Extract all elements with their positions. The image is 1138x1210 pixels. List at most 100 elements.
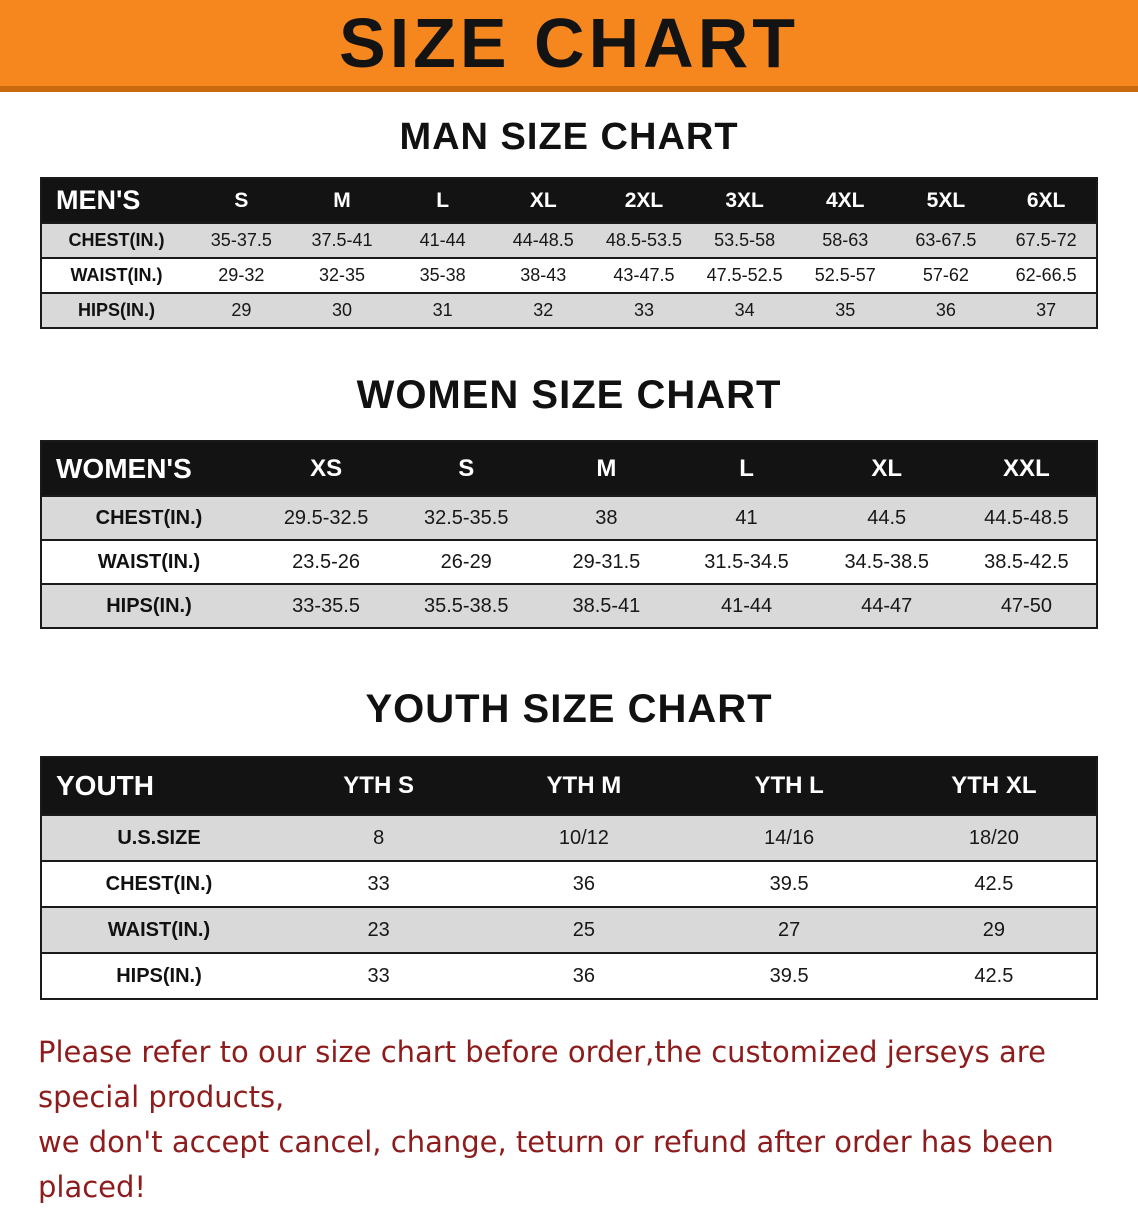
men-row-chest: CHEST(IN.) 35-37.5 37.5-41 41-44 44-48.5… [41,223,1097,258]
men-col-header-2xl: 2XL [593,178,695,223]
cell: 41-44 [419,230,466,250]
cell: 37 [1036,300,1057,320]
cell: 33-35.5 [292,594,360,617]
cell: 67.5-72 [1015,230,1077,250]
youth-col-header-m: YTH M [481,757,687,815]
cell: 52.5-57 [814,265,876,285]
cell: 8 [373,826,385,849]
cell: 33 [633,300,654,320]
cell: 18/20 [968,826,1019,849]
cell: 29 [231,300,252,320]
cell: 38.5-41 [572,594,641,617]
cell: 33 [367,872,390,895]
men-col-header-s: S [191,178,292,223]
row-label: HIPS(IN.) [116,964,202,987]
row-label: CHEST(IN.) [68,230,165,250]
cell: 26-29 [440,550,492,573]
men-size-table: MEN'S S M L XL 2XL 3XL 4XL 5XL 6XL CHEST… [40,177,1098,329]
cell: 34 [734,300,755,320]
cell: 53.5-58 [714,230,776,250]
cell: 42.5 [974,964,1014,987]
row-label: HIPS(IN.) [77,300,155,320]
youth-col-header-xl: YTH XL [891,757,1097,815]
cell: 39.5 [769,872,809,895]
cell: 38.5-42.5 [984,550,1069,573]
women-header-row: WOMEN'S XS S M L XL XXL [41,441,1097,496]
men-col-header-5xl: 5XL [895,178,997,223]
cell: 30 [331,300,352,320]
page-title: SIZE CHART [339,4,799,82]
youth-row-ussize: U.S.SIZE 8 10/12 14/16 18/20 [41,815,1097,861]
banner: SIZE CHART [0,0,1138,92]
women-row-waist: WAIST(IN.) 23.5-26 26-29 29-31.5 31.5-34… [41,540,1097,584]
cell: 38 [595,506,618,529]
cell: 33 [367,964,390,987]
cell: 25 [572,918,595,941]
women-col-header-s: S [396,441,537,496]
cell: 23 [367,918,390,941]
cell: 58-63 [822,230,869,250]
cell: 31 [432,300,453,320]
women-col-header-xs: XS [256,441,397,496]
cell: 57-62 [922,265,969,285]
women-col-header-m: M [536,441,677,496]
cell: 62-66.5 [1015,265,1077,285]
women-size-table: WOMEN'S XS S M L XL XXL CHEST(IN.) 29.5-… [40,440,1098,629]
row-label: CHEST(IN.) [95,506,203,529]
youth-header-row: YOUTH YTH S YTH M YTH L YTH XL [41,757,1097,815]
cell: 35-37.5 [210,230,272,250]
row-label: HIPS(IN.) [106,594,192,617]
youth-corner-label: YOUTH [41,757,276,815]
cell: 29.5-32.5 [283,506,369,529]
cell: 29 [982,918,1005,941]
men-header-row: MEN'S S M L XL 2XL 3XL 4XL 5XL 6XL [41,178,1097,223]
cell: 47-50 [1000,594,1052,617]
cell: 44-48.5 [512,230,574,250]
youth-col-header-l: YTH L [686,757,892,815]
cell: 29-32 [218,265,265,285]
men-col-header-l: L [392,178,493,223]
row-label: WAIST(IN.) [107,918,211,941]
footer-notice: Please refer to our size chart before or… [38,1030,1100,1210]
cell: 14/16 [764,826,815,849]
cell: 44-47 [861,594,913,617]
youth-section: YOUTH SIZE CHART YOUTH YTH S YTH M YTH L… [0,687,1138,1000]
women-corner-label: WOMEN'S [41,441,256,496]
women-col-header-xxl: XXL [956,441,1097,496]
row-label: WAIST(IN.) [70,265,163,285]
youth-col-header-s: YTH S [276,757,482,815]
cell: 36 [935,300,956,320]
men-col-header-m: M [291,178,393,223]
cell: 34.5-38.5 [844,550,929,573]
men-row-hips: HIPS(IN.) 29 30 31 32 33 34 35 36 37 [41,293,1097,328]
cell: 39.5 [769,964,809,987]
women-section-title: WOMEN SIZE CHART [356,373,782,417]
row-label: U.S.SIZE [117,826,201,849]
men-col-header-3xl: 3XL [694,178,795,223]
women-row-chest: CHEST(IN.) 29.5-32.5 32.5-35.5 38 41 44.… [41,496,1097,540]
cell: 35 [835,300,856,320]
notice-line-2: we don't accept cancel, change, teturn o… [38,1124,1054,1204]
cell: 43-47.5 [613,265,675,285]
notice-line-1: Please refer to our size chart before or… [38,1035,1046,1114]
cell: 29-31.5 [572,550,641,573]
men-section: MAN SIZE CHART MEN'S S M L XL 2XL 3XL 4X… [0,116,1138,329]
cell: 44.5 [867,506,907,529]
cell: 10/12 [558,826,609,849]
cell: 31.5-34.5 [704,550,789,573]
cell: 27 [778,918,801,941]
men-col-header-4xl: 4XL [794,178,896,223]
women-row-hips: HIPS(IN.) 33-35.5 35.5-38.5 38.5-41 41-4… [41,584,1097,628]
cell: 44.5-48.5 [984,506,1069,529]
cell: 23.5-26 [292,550,360,573]
cell: 32-35 [318,265,365,285]
cell: 42.5 [974,872,1014,895]
youth-row-chest: CHEST(IN.) 33 36 39.5 42.5 [41,861,1097,907]
men-col-header-6xl: 6XL [996,178,1097,223]
men-row-waist: WAIST(IN.) 29-32 32-35 35-38 38-43 43-47… [41,258,1097,293]
men-section-title: MAN SIZE CHART [399,116,739,158]
row-label: WAIST(IN.) [97,550,201,573]
men-corner-label: MEN'S [41,178,191,223]
cell: 36 [572,872,595,895]
